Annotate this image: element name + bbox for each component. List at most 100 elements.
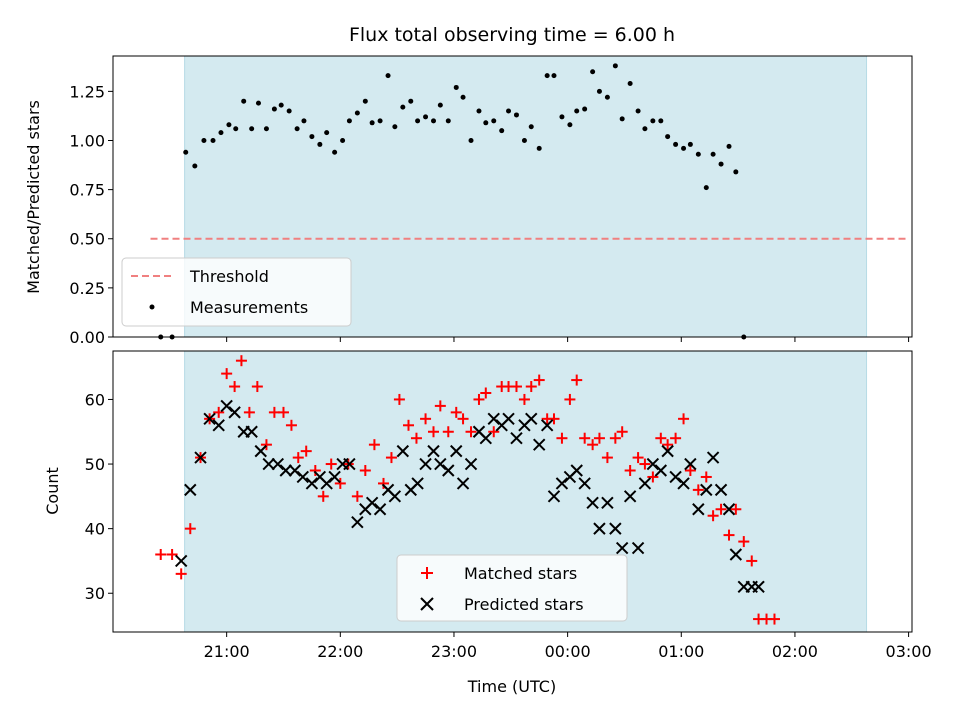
y-tick-label: 30 <box>85 584 105 603</box>
matched-star-marker <box>556 432 568 444</box>
measurement-point <box>332 149 338 155</box>
legend-predicted-swatch <box>420 597 434 611</box>
bottom-y-ticks: 30 40 50 60 <box>85 390 113 603</box>
predicted-star-marker <box>228 406 241 419</box>
matched-star-marker <box>410 432 422 444</box>
matched-stars-points <box>155 355 780 625</box>
matched-star-marker <box>738 536 750 548</box>
legend-matched-label: Matched stars <box>464 564 577 583</box>
matched-star-marker <box>639 458 651 470</box>
matched-star-marker <box>510 381 522 393</box>
matched-star-marker <box>723 529 735 541</box>
predicted-star-marker <box>427 444 440 458</box>
measurement-point <box>567 122 573 128</box>
matched-star-marker <box>235 355 247 367</box>
predicted-star-marker <box>684 457 697 471</box>
measurement-point <box>377 118 383 124</box>
y-tick-label: 0.25 <box>69 279 105 298</box>
measurement-point <box>619 116 625 122</box>
top-y-ticks: 0.00 0.25 0.50 0.75 1.00 1.25 <box>69 82 113 347</box>
predicted-star-marker <box>669 470 682 484</box>
matched-star-marker <box>525 381 537 393</box>
measurement-point <box>582 106 588 112</box>
matched-star-marker <box>309 465 321 477</box>
predicted-star-marker <box>510 431 523 445</box>
matched-star-marker <box>166 548 178 560</box>
matched-star-marker <box>442 426 454 438</box>
predicted-star-marker <box>419 457 432 471</box>
measurement-point <box>201 137 207 143</box>
measurement-point <box>278 102 284 108</box>
matched-star-marker <box>571 374 583 386</box>
bottom-panel: 30 40 50 60 21:00 22:00 23:00 00:00 01:00 02:00 0… <box>43 350 932 696</box>
predicted-star-marker <box>487 412 500 426</box>
predicted-star-marker <box>722 503 736 516</box>
matched-star-marker <box>221 368 233 380</box>
matched-star-marker <box>616 426 628 438</box>
predicted-star-marker <box>411 477 424 490</box>
predicted-star-marker <box>631 541 645 555</box>
matched-star-marker <box>768 613 780 625</box>
predicted-star-marker <box>351 515 364 529</box>
predicted-star-marker <box>373 503 387 516</box>
predicted-star-marker <box>456 477 470 490</box>
measurement-point <box>718 161 724 167</box>
measurement-point <box>263 126 269 132</box>
matched-star-marker <box>655 432 667 444</box>
top-axes-frame <box>112 55 913 338</box>
x-tick-label: 02:00 <box>772 642 818 661</box>
y-tick-label: 40 <box>85 520 105 539</box>
measurement-point <box>710 151 716 157</box>
measurement-point <box>658 118 664 124</box>
measurement-point <box>536 145 542 151</box>
predicted-star-marker <box>305 477 319 490</box>
y-tick-label: 1.25 <box>69 82 105 101</box>
predicted-star-marker <box>464 457 478 471</box>
measurement-point <box>703 185 709 191</box>
measurement-point <box>218 130 224 136</box>
matched-star-marker <box>707 510 719 522</box>
matched-star-marker <box>692 484 704 496</box>
measurement-point <box>309 134 315 140</box>
matched-star-marker <box>579 432 591 444</box>
bottom-x-ticks: 21:00 22:00 23:00 00:00 01:00 02:00 03:00 <box>204 632 932 661</box>
matched-star-marker <box>300 445 312 457</box>
matched-star-marker <box>359 465 371 477</box>
bottom-axes-frame <box>112 350 913 633</box>
measurement-point <box>233 126 239 132</box>
predicted-star-marker <box>609 522 622 535</box>
matched-star-marker <box>334 477 346 489</box>
predicted-star-marker <box>706 451 720 464</box>
matched-star-marker <box>325 458 337 470</box>
predicted-star-marker <box>578 477 591 490</box>
predicted-star-marker <box>296 470 310 484</box>
matched-star-marker <box>684 465 696 477</box>
predicted-star-marker <box>262 457 275 471</box>
legend-threshold-label: Threshold <box>189 267 269 286</box>
x-axis-label: Time (UTC) <box>467 677 556 696</box>
measurement-point <box>559 114 565 120</box>
matched-star-marker <box>368 439 380 451</box>
predicted-star-marker <box>601 496 614 510</box>
measurement-point <box>324 130 330 136</box>
matched-star-marker <box>647 471 659 483</box>
measurement-point <box>695 151 701 157</box>
measurement-point <box>590 69 596 75</box>
measurement-point <box>192 163 198 169</box>
legend-measurements-label: Measurements <box>190 298 308 317</box>
measurement-point <box>528 124 534 130</box>
measurement-point <box>340 137 346 143</box>
top-legend-box <box>121 257 352 327</box>
measurement-point <box>642 126 648 132</box>
predicted-star-marker <box>396 444 410 458</box>
legend-predicted-label: Predicted stars <box>464 595 584 614</box>
predicted-star-marker <box>570 464 583 477</box>
measurement-point <box>544 73 550 79</box>
predicted-star-marker <box>555 477 569 490</box>
measurement-point <box>385 73 391 79</box>
predicted-star-marker <box>254 444 267 458</box>
matched-star-marker <box>473 393 485 405</box>
legend-matched-swatch <box>421 567 433 579</box>
matched-star-marker <box>533 374 545 386</box>
matched-star-marker <box>351 490 363 502</box>
